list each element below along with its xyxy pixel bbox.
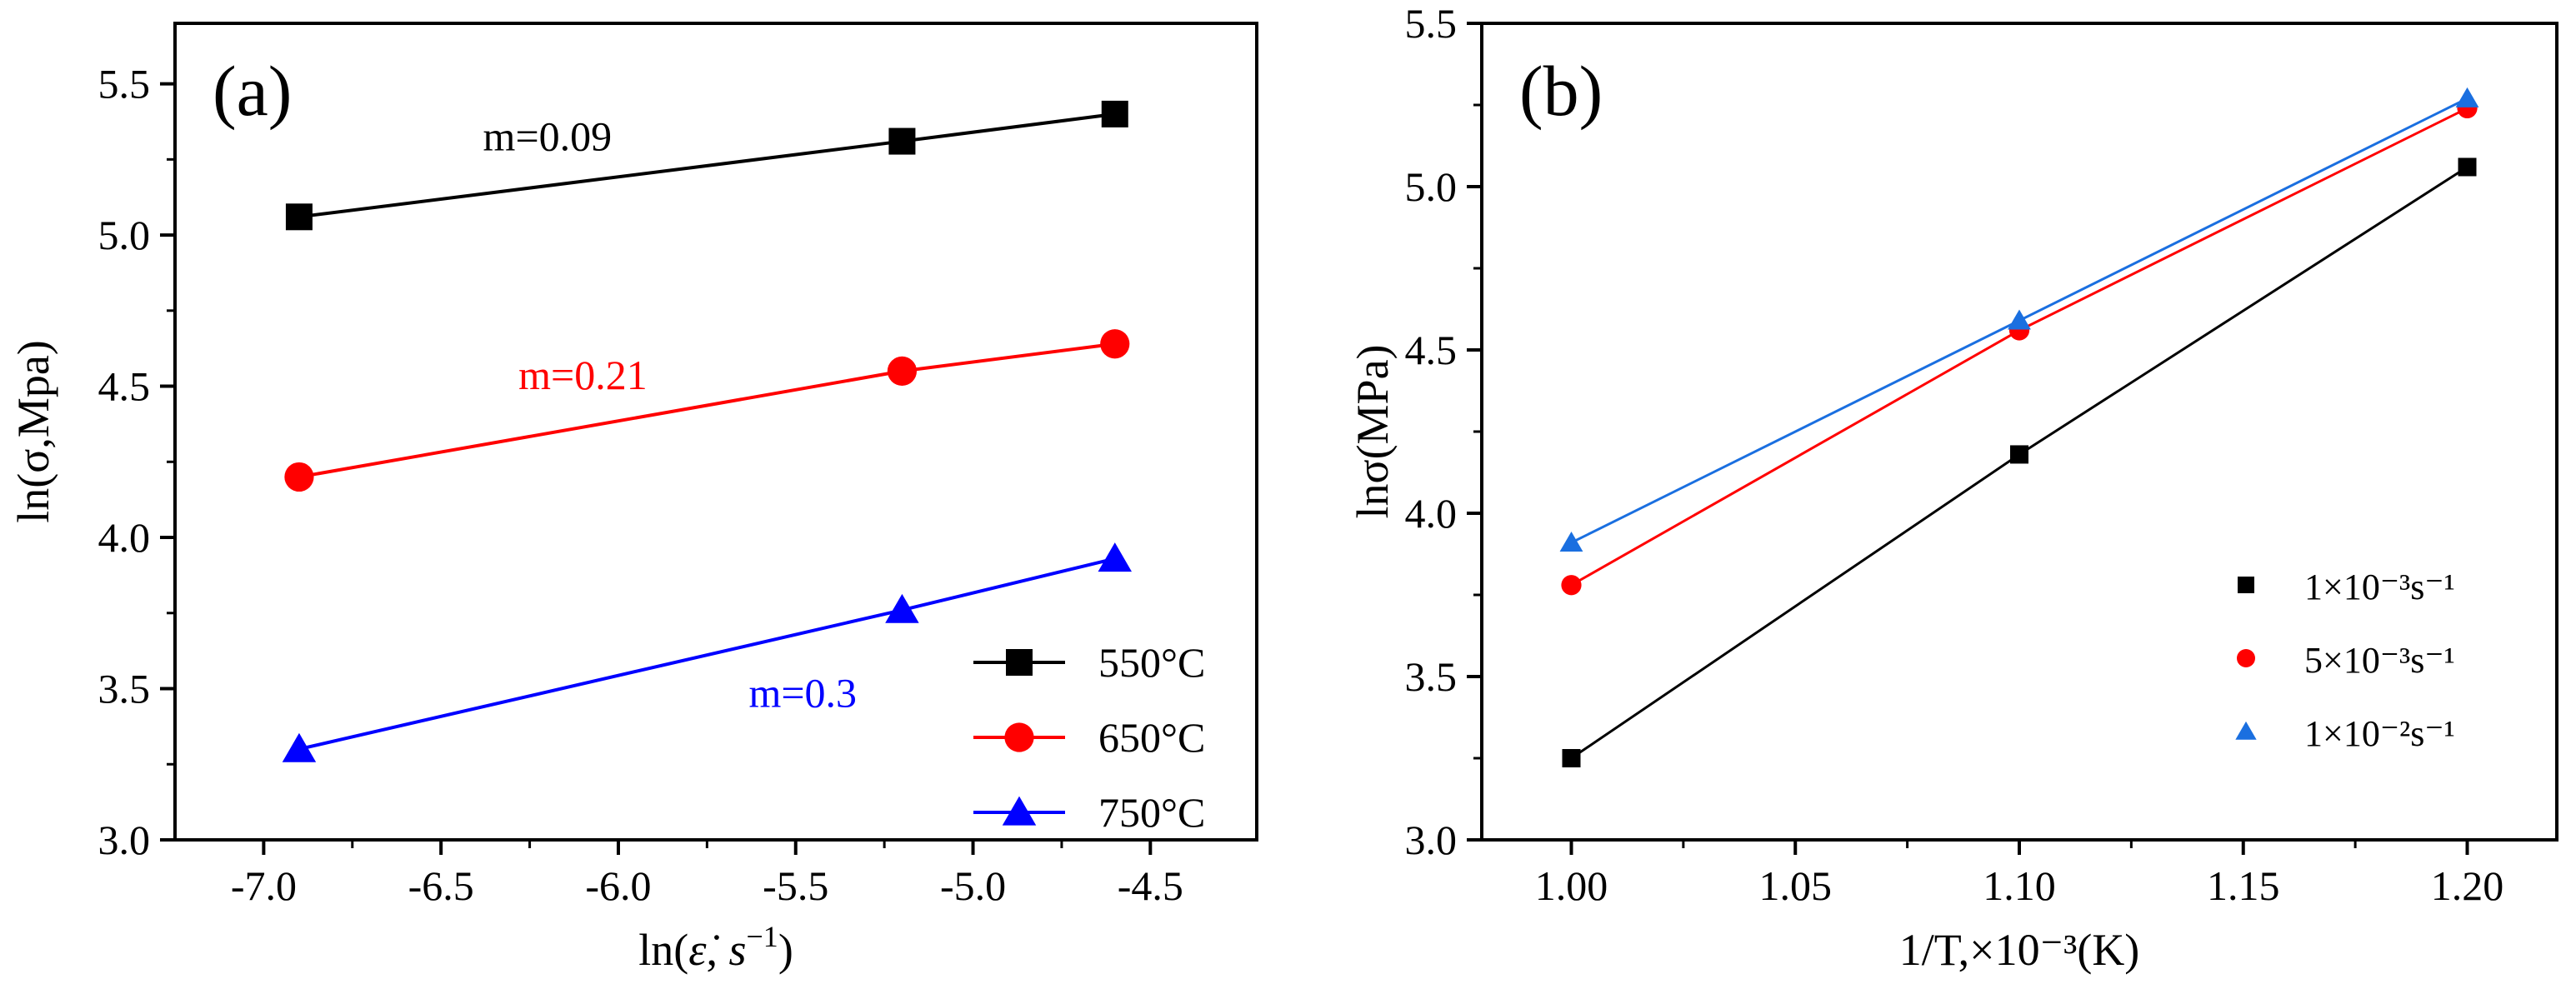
- legend-label: 1×10⁻³s⁻¹: [2304, 567, 2455, 607]
- panel-a: m=0.09 m=0.21 m=0.3 -7.0 -6.5 -6.0 -5.5 -5.0 -4…: [8, 22, 1258, 975]
- y-tick-label: 3.0: [98, 817, 151, 863]
- y-tick-label: 5.0: [1405, 163, 1458, 210]
- panel-a-y-axis-label: ln(σ,Mpa): [8, 340, 58, 523]
- series-line-1: [298, 342, 1116, 479]
- legend-marker: [1006, 649, 1033, 676]
- x-axis-label-prefix: ln(: [638, 925, 688, 975]
- y-tick-label: 4.5: [1405, 327, 1458, 373]
- x-tick-label: 1.15: [2207, 862, 2280, 909]
- data-point: [887, 356, 918, 387]
- data-point: [1559, 531, 1583, 552]
- panel-b-marks: [1559, 87, 2479, 767]
- panel-b-label: (b): [1519, 51, 1603, 131]
- panel-a-label: (a): [213, 51, 292, 131]
- y-tick-label: 5.5: [98, 61, 151, 107]
- legend-marker: [1004, 722, 1034, 752]
- data-point: [2455, 87, 2479, 107]
- data-point: [1100, 329, 1130, 359]
- panel-a-ticks: -7.0 -6.5 -6.0 -5.5 -5.0 -4.5 3.0 3.5 4.0 4.5 5.0 5…: [98, 61, 1183, 909]
- panel-a-legend: 550°C 650°C 750°C: [973, 639, 1205, 836]
- data-point: [284, 462, 314, 492]
- legend-marker: [2237, 649, 2255, 667]
- data-point: [2010, 445, 2028, 464]
- data-point: [2458, 157, 2477, 177]
- x-tick-label: -6.0: [585, 862, 651, 909]
- panel-a-frame: [173, 22, 1258, 842]
- x-tick-label: -4.5: [1118, 862, 1183, 909]
- y-tick-label: 5.0: [98, 212, 151, 258]
- panel-a-x-axis-label: ln(ε̇, s−1): [638, 920, 793, 975]
- panel-a-marks: m=0.09 m=0.21 m=0.3: [282, 100, 1133, 762]
- x-tick-label: -5.0: [940, 862, 1006, 909]
- x-tick-label: 1.10: [1983, 862, 2056, 909]
- x-axis-label-separator: ,: [706, 925, 728, 975]
- x-tick-label: 1.00: [1535, 862, 1608, 909]
- panel-b-legend: 1×10⁻³s⁻¹ 5×10⁻³s⁻¹ 1×10⁻²s⁻¹: [2235, 567, 2455, 754]
- legend-label: 650°C: [1098, 714, 1205, 761]
- panel-b-x-axis-label: 1/T,×10⁻³(K): [1899, 925, 2140, 975]
- data-point: [1561, 575, 1582, 596]
- data-point: [1562, 749, 1581, 767]
- legend-marker: [2238, 577, 2254, 593]
- x-tick-label: 1.20: [2431, 862, 2504, 909]
- x-tick-label: -7.0: [231, 862, 297, 909]
- panel-b: 1.00 1.05 1.10 1.15 1.20 3.0 3.5 4.0 4.5 5.0 5.5 (…: [1348, 0, 2558, 975]
- legend-label: 5×10⁻³s⁻¹: [2304, 640, 2455, 681]
- legend-marker: [2235, 721, 2257, 740]
- x-axis-label-unit: s: [728, 925, 746, 975]
- slope-annotation: m=0.09: [483, 112, 613, 159]
- data-point: [2008, 309, 2031, 330]
- panel-b-y-axis-label: lnσ(MPa): [1348, 344, 1398, 518]
- y-tick-label: 3.5: [1405, 653, 1458, 700]
- y-tick-label: 4.5: [98, 363, 151, 410]
- y-tick-label: 3.5: [98, 666, 151, 712]
- data-point: [1101, 100, 1128, 127]
- panel-b-frame: [1480, 22, 2558, 842]
- x-tick-label: 1.05: [1759, 862, 1833, 909]
- legend-marker: [1002, 796, 1037, 826]
- legend-label: 550°C: [1098, 639, 1205, 686]
- x-tick-label: -6.5: [408, 862, 474, 909]
- y-tick-label: 4.0: [1405, 490, 1458, 537]
- slope-annotation: m=0.21: [518, 352, 648, 398]
- legend-label: 750°C: [1098, 789, 1205, 836]
- data-point: [888, 127, 916, 155]
- series-line-0: [298, 112, 1116, 219]
- legend-label: 1×10⁻²s⁻¹: [2304, 713, 2455, 754]
- series-line-1: [1570, 107, 2468, 587]
- data-point: [282, 732, 317, 762]
- y-tick-label: 4.0: [98, 514, 151, 561]
- x-axis-label-exponent: −1: [747, 920, 778, 953]
- y-tick-label: 3.0: [1405, 817, 1458, 863]
- x-axis-label-suffix: ): [778, 925, 793, 975]
- slope-annotation: m=0.3: [748, 669, 857, 716]
- data-point: [885, 593, 919, 623]
- data-point: [285, 203, 313, 231]
- y-tick-label: 5.5: [1405, 0, 1458, 47]
- panel-b-ticks: 1.00 1.05 1.10 1.15 1.20 3.0 3.5 4.0 4.5 5.0 5.5: [1405, 0, 2504, 909]
- series-line-2: [298, 557, 1116, 752]
- data-point: [1098, 542, 1133, 572]
- x-tick-label: -5.5: [763, 862, 828, 909]
